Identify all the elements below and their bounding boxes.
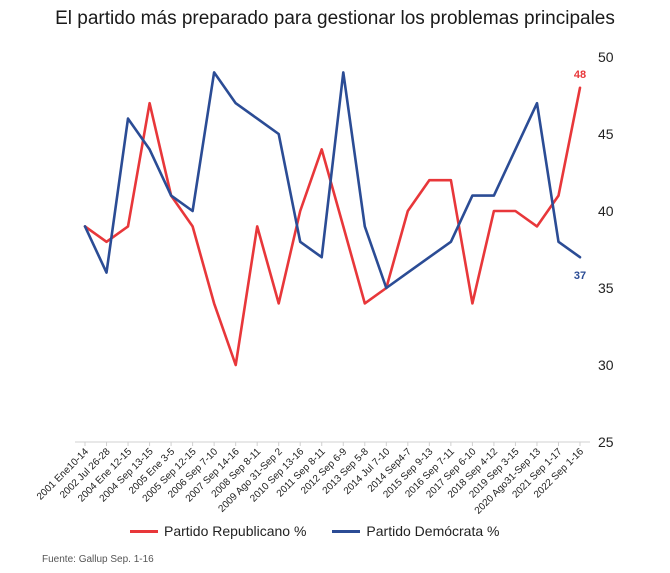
- series-line-democrata: [83, 71, 582, 290]
- y-tick-label: 40: [598, 203, 614, 219]
- y-tick-label: 45: [598, 126, 614, 142]
- legend-swatch-republicano: [130, 529, 158, 533]
- end-labels: 48 37: [574, 69, 586, 282]
- y-tick-label: 35: [598, 280, 614, 296]
- series-layer: [83, 71, 582, 367]
- legend-item-republicano: Partido Republicano %: [130, 523, 306, 539]
- y-axis: 25 30 35 40 45 50: [598, 49, 614, 450]
- end-label-republicano: 48: [574, 69, 586, 81]
- y-tick-label: 30: [598, 357, 614, 373]
- chart-title: El partido más preparado para gestionar …: [55, 8, 615, 29]
- y-tick-label: 25: [598, 434, 614, 450]
- end-label-democrata: 37: [574, 270, 586, 282]
- legend-label-republicano: Partido Republicano %: [164, 523, 307, 539]
- legend-swatch-democrata: [332, 529, 361, 533]
- source-note: Fuente: Gallup Sep. 1-16: [42, 554, 154, 565]
- legend: Partido Republicano % Partido Demócrata …: [130, 523, 525, 539]
- y-tick-label: 50: [598, 49, 614, 65]
- legend-label-democrata: Partido Demócrata %: [366, 523, 500, 539]
- legend-item-democrata: Partido Demócrata %: [332, 523, 499, 539]
- series-line-republicano: [83, 86, 582, 367]
